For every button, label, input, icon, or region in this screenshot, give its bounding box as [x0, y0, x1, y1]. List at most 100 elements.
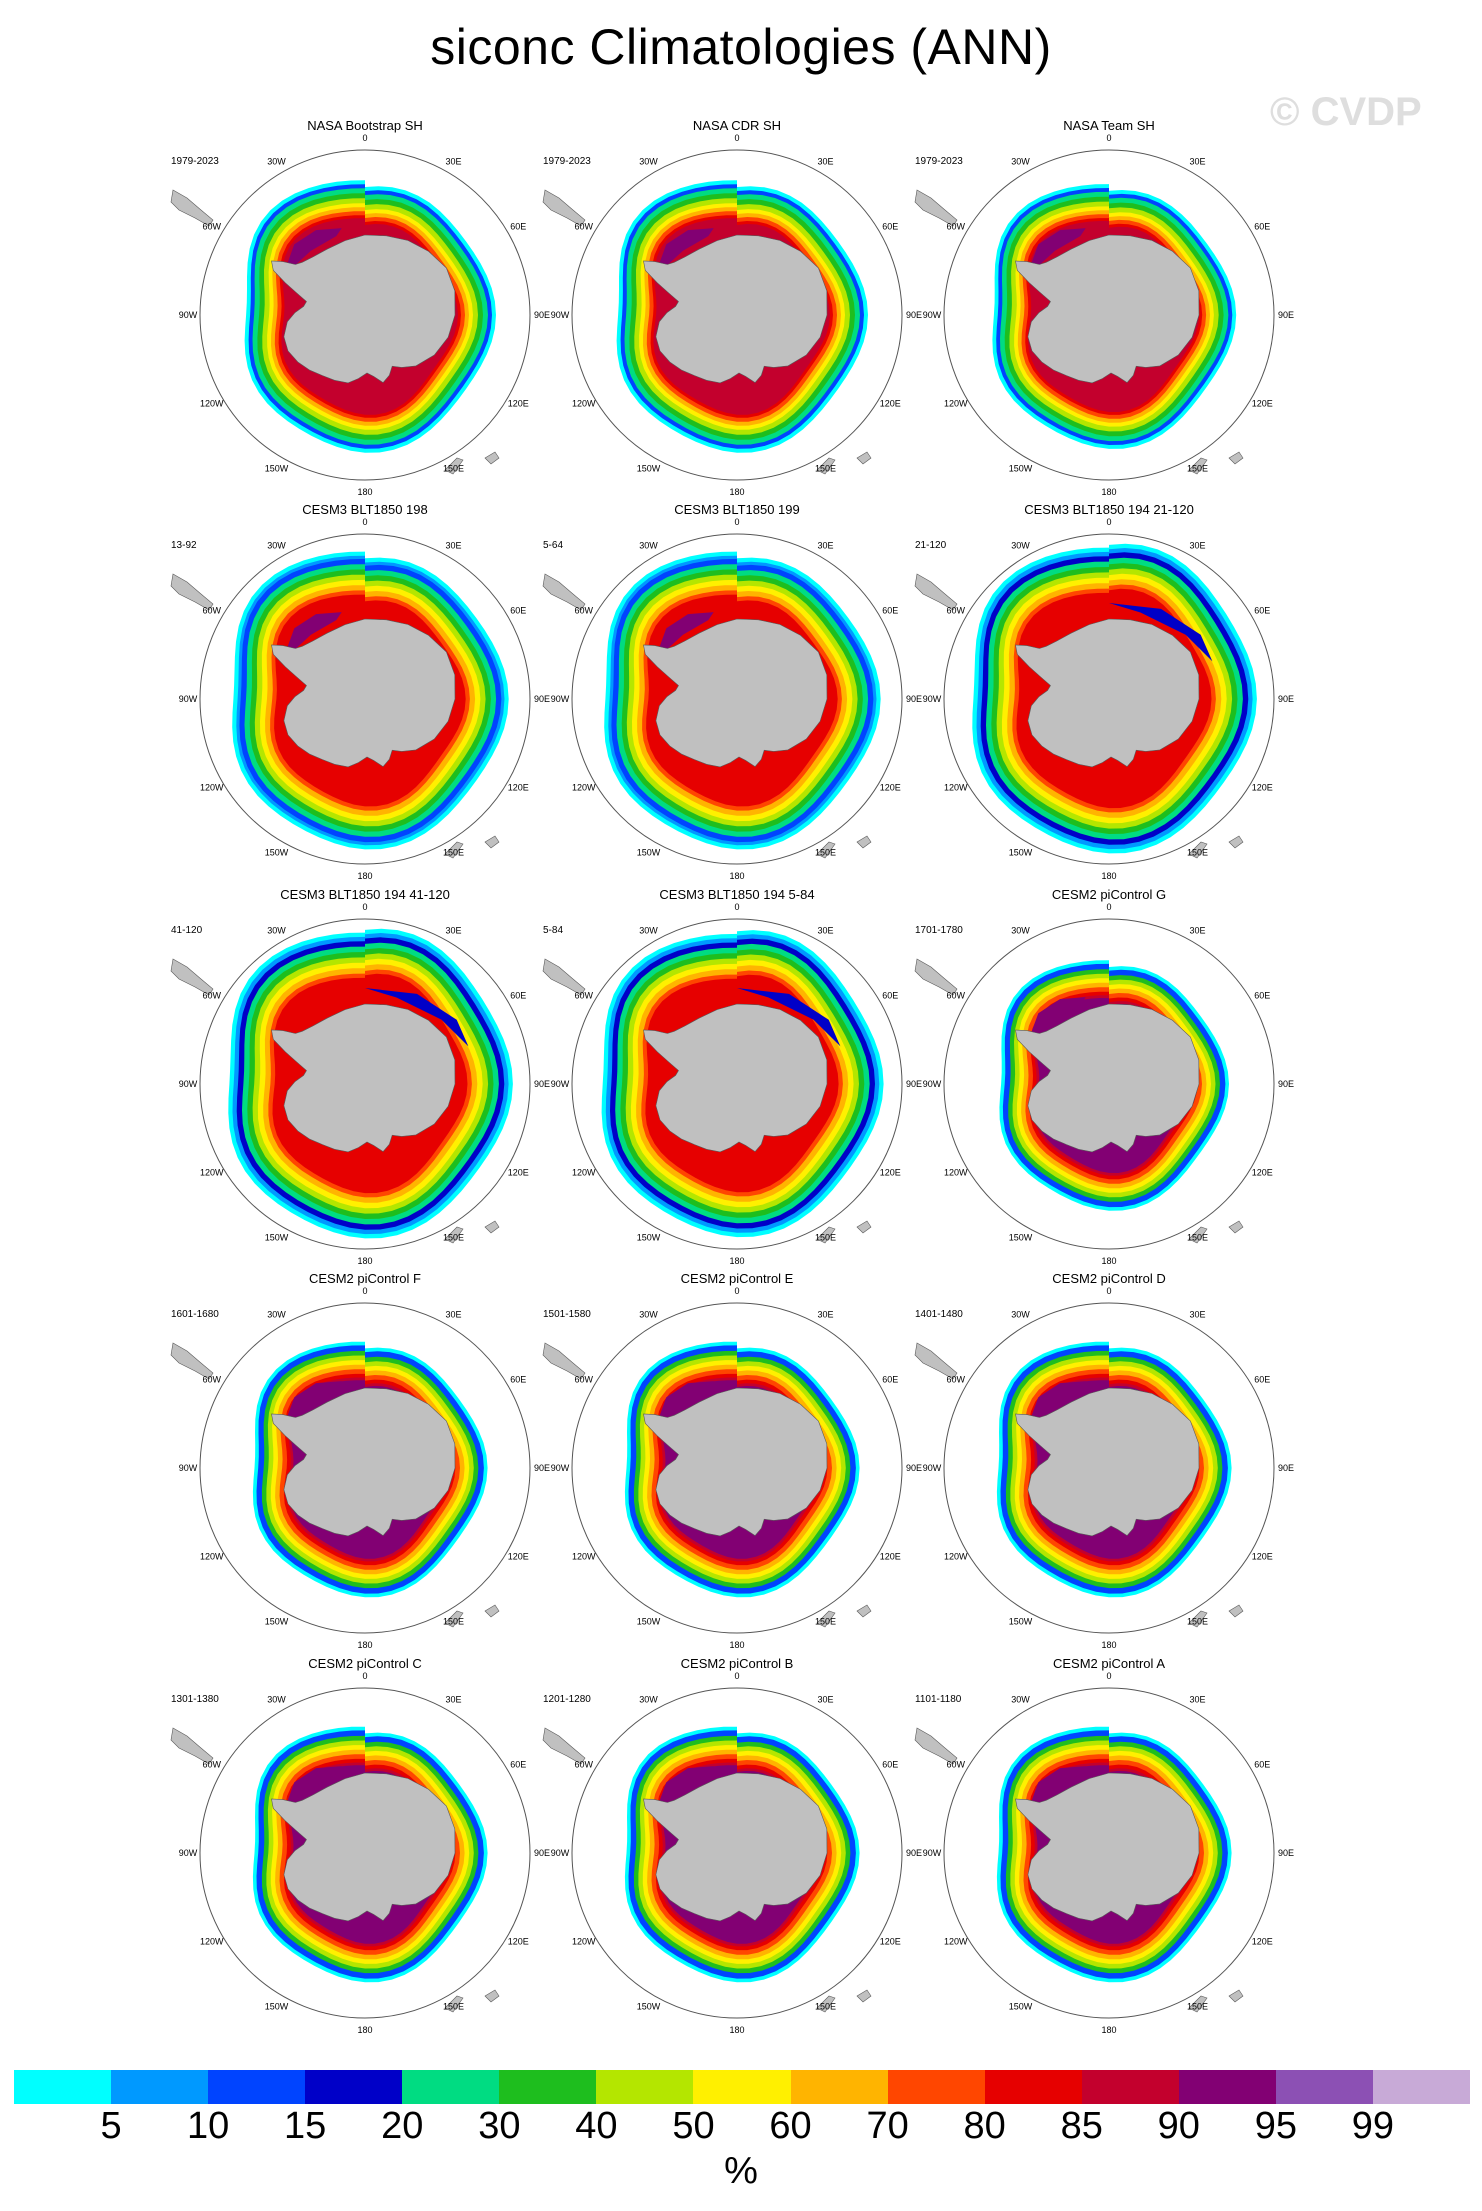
meridian-label: 60W: [574, 606, 593, 616]
weddell-high-ice: [285, 612, 342, 653]
panel-period: 5-64: [543, 540, 564, 551]
new-zealand-land: [1188, 1995, 1208, 2013]
low-ice-region: [1109, 603, 1213, 662]
meridian-label: 30W: [639, 926, 658, 936]
map-panel: 0 30E 60E 90E 120E 150E 180 150W 120W 90W 60W 30W CE…: [165, 1271, 565, 1651]
low-ice-region: [737, 988, 841, 1047]
meridian-label: 30E: [445, 157, 461, 167]
meridian-label: 0: [362, 517, 367, 527]
meridian-label: 120E: [508, 783, 529, 793]
meridian-label: 30E: [1189, 1695, 1205, 1705]
meridian-label: 90E: [906, 1848, 922, 1858]
map-panel: 0 30E 60E 90E 120E 150E 180 150W 120W 90W 60W 30W CE…: [165, 502, 565, 882]
meridian-label: 150E: [815, 1616, 836, 1626]
meridian-label: 30E: [1189, 541, 1205, 551]
meridian-label: 90E: [906, 694, 922, 704]
polar-map: 0 30E 60E 90E 120E 150E 180 150W 120W 90W 60W 30W: [170, 1286, 550, 1650]
colorbar-swatch: [111, 2070, 209, 2104]
meridian-label: 120W: [200, 1937, 224, 1947]
colorbar-tick-label: 99: [1351, 2105, 1395, 2147]
meridian-label: 60E: [510, 991, 526, 1001]
map-boundary-circle: [199, 1302, 531, 1634]
polar-map: 0 30E 60E 90E 120E 150E 180 150W 120W 90W 60W 30W: [542, 1286, 922, 1650]
map-boundary-circle: [199, 1687, 531, 2019]
polar-map: 0 30E 60E 90E 120E 150E 180 150W 120W 90W 60W 30W: [542, 517, 922, 881]
map-boundary-circle: [943, 918, 1275, 1250]
meridian-label: 150W: [637, 463, 661, 473]
colorbar-swatch: [402, 2070, 500, 2104]
meridian-label: 150E: [1187, 1616, 1208, 1626]
weddell-high-ice: [1029, 228, 1086, 269]
panel-title: NASA Bootstrap SH: [307, 118, 423, 133]
new-zealand-land: [1188, 1226, 1208, 1244]
south-america-land: [170, 573, 214, 611]
new-zealand-land: [1228, 1989, 1244, 2003]
map-boundary-circle: [571, 918, 903, 1250]
colorbar-tick-label: 80: [963, 2105, 1006, 2147]
weddell-high-ice: [285, 228, 342, 269]
panel-title: CESM2 piControl F: [309, 1271, 421, 1286]
panel-period: 41-120: [171, 925, 203, 936]
south-america-land: [170, 1342, 214, 1380]
meridian-label: 30E: [445, 1695, 461, 1705]
meridian-label: 30E: [817, 1695, 833, 1705]
south-america-land: [542, 1342, 586, 1380]
meridian-label: 180: [729, 487, 744, 497]
polar-map: 0 30E 60E 90E 120E 150E 180 150W 120W 90W 60W 30W: [914, 902, 1294, 1266]
map-panel: 0 30E 60E 90E 120E 150E 180 150W 120W 90W 60W 30W NA…: [165, 118, 565, 498]
antarctica-land: [271, 234, 456, 384]
meridian-label: 90E: [534, 1848, 550, 1858]
polar-map: 0 30E 60E 90E 120E 150E 180 150W 120W 90W 60W 30W: [542, 902, 922, 1266]
meridian-label: 180: [357, 487, 372, 497]
panel-title: CESM2 piControl A: [1053, 1656, 1165, 1671]
meridian-label: 0: [1106, 902, 1111, 912]
meridian-label: 90E: [1278, 310, 1294, 320]
meridian-label: 120W: [944, 399, 968, 409]
panel-period: 1101-1180: [915, 1694, 962, 1705]
panel-title: CESM2 piControl G: [1051, 887, 1167, 902]
map-panel: 0 30E 60E 90E 120E 150E 180 150W 120W 90W 60W 30W CE…: [537, 1271, 937, 1651]
south-america-land: [170, 958, 214, 996]
new-zealand-land: [856, 451, 872, 465]
meridian-label: 120E: [1252, 783, 1273, 793]
meridian-label: 150E: [815, 847, 836, 857]
panel-period: 1601-1680: [171, 1309, 219, 1320]
meridian-label: 60W: [946, 606, 965, 616]
meridian-label: 60W: [202, 1375, 221, 1385]
polar-map: 0 30E 60E 90E 120E 150E 180 150W 120W 90W 60W 30W: [542, 133, 922, 497]
meridian-label: 150E: [443, 1616, 464, 1626]
meridian-label: 30W: [1011, 1695, 1030, 1705]
antarctica-land: [643, 1772, 828, 1922]
meridian-label: 150W: [265, 1616, 289, 1626]
panel-period: 1979-2023: [915, 156, 963, 167]
meridian-label: 120E: [1252, 399, 1273, 409]
map-boundary-circle: [943, 1687, 1275, 2019]
meridian-label: 60E: [882, 606, 898, 616]
antarctica-land: [271, 1772, 456, 1922]
meridian-label: 90W: [179, 1848, 198, 1858]
colorbar-tick-label: 70: [866, 2105, 909, 2147]
meridian-label: 180: [1101, 1256, 1116, 1266]
meridian-label: 90W: [923, 694, 942, 704]
meridian-label: 150E: [443, 1232, 464, 1242]
colorbar-swatch: [1081, 2070, 1179, 2104]
meridian-label: 150W: [637, 2001, 661, 2011]
meridian-label: 60E: [510, 222, 526, 232]
meridian-label: 150W: [637, 847, 661, 857]
south-america-land: [542, 958, 586, 996]
meridian-label: 150W: [637, 1232, 661, 1242]
meridian-label: 0: [1106, 133, 1111, 143]
meridian-label: 180: [729, 871, 744, 881]
meridian-label: 30W: [639, 157, 658, 167]
meridian-label: 90W: [179, 310, 198, 320]
meridian-label: 60E: [1254, 991, 1270, 1001]
meridian-label: 90E: [534, 1079, 550, 1089]
new-zealand-land: [816, 1226, 836, 1244]
panel-title: CESM3 BLT1850 194 41-120: [280, 887, 450, 902]
colorbar-tick-label: 10: [186, 2105, 230, 2147]
antarctica-land: [643, 1387, 828, 1537]
meridian-label: 30W: [639, 1695, 658, 1705]
colorbar-swatch: [1178, 2070, 1276, 2104]
meridian-label: 60W: [574, 1375, 593, 1385]
panel-period: 5-84: [543, 925, 564, 936]
